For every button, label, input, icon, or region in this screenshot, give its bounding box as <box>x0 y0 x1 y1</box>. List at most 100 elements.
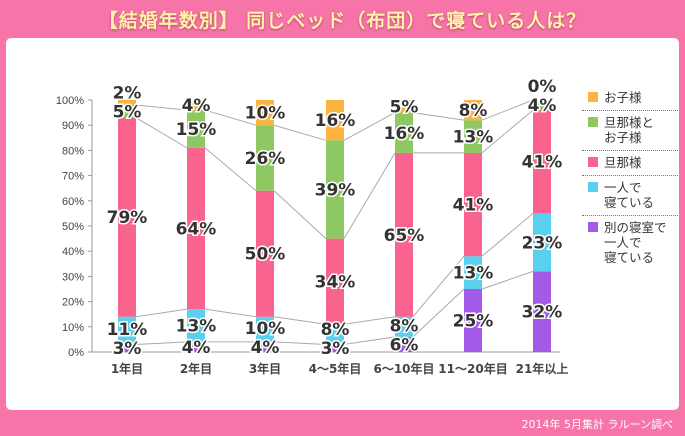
data-label: 4% <box>182 338 211 358</box>
legend-item: 別の寝室で 一人で 寝ている <box>582 216 678 270</box>
source-footer: 2014年 5月集計 ラルーン調べ <box>521 418 673 431</box>
legend-label: 別の寝室で 一人で 寝ている <box>604 220 667 265</box>
legend-swatch <box>588 157 598 167</box>
legend-swatch <box>588 92 598 102</box>
bar-segment <box>187 100 205 111</box>
bar-segment <box>395 152 413 317</box>
bar-segment <box>533 110 551 214</box>
bar-segment <box>118 344 136 352</box>
data-label: 64% <box>176 220 217 240</box>
connector-line <box>481 270 534 290</box>
x-tick-label: 4～5年目 <box>309 361 362 376</box>
data-label: 26% <box>245 149 286 169</box>
y-tick-label: 20% <box>62 297 84 309</box>
connector-line <box>481 213 534 257</box>
y-tick-label: 80% <box>62 145 84 157</box>
bar-segment <box>464 152 482 257</box>
legend-label: 一人で 寝ている <box>604 180 655 210</box>
data-label: 8% <box>459 101 488 121</box>
data-label: 16% <box>315 111 356 131</box>
connector-line <box>412 112 465 121</box>
connector-line <box>343 316 396 325</box>
legend-label: 旦那様と お子様 <box>604 115 655 145</box>
bar-segment <box>533 100 551 111</box>
data-label: 2% <box>113 83 142 103</box>
bar-segment <box>187 309 205 342</box>
y-tick-label: 40% <box>62 246 84 258</box>
data-label: 34% <box>315 272 356 292</box>
bar-segment <box>256 100 274 126</box>
bar-segment <box>256 125 274 191</box>
data-label: 13% <box>453 264 494 284</box>
data-label: 0% <box>528 77 557 97</box>
data-label: 39% <box>315 180 356 200</box>
data-label: 25% <box>453 312 494 332</box>
data-label: 41% <box>453 196 494 216</box>
legend: お子様 旦那様と お子様 旦那様 一人で 寝ている 別の寝室で 一人で 寝ている <box>582 86 678 270</box>
bar-segment <box>533 213 551 272</box>
y-tick-label: 30% <box>62 271 84 283</box>
data-label: 6% <box>390 335 419 355</box>
legend-swatch <box>588 222 598 232</box>
connector-line <box>273 190 327 239</box>
connector-line <box>343 336 396 345</box>
bar-segment <box>533 271 551 352</box>
legend-swatch <box>588 117 598 127</box>
bar-segment <box>395 336 413 352</box>
y-tick-label: 50% <box>62 221 84 233</box>
data-label: 79% <box>107 208 148 228</box>
connector-line <box>273 124 327 141</box>
legend-item: 旦那様と お子様 <box>582 111 678 151</box>
data-label: 15% <box>176 120 217 140</box>
y-tick-label: 0% <box>68 347 84 359</box>
x-tick-label: 3年目 <box>249 361 281 376</box>
data-label: 11% <box>107 320 148 340</box>
data-label: 13% <box>176 317 217 337</box>
data-label: 5% <box>113 102 142 122</box>
connector-line <box>412 255 465 318</box>
connector-line <box>273 341 327 345</box>
connector-line <box>204 147 257 192</box>
bar-segment <box>326 324 344 345</box>
bar-segment <box>187 147 205 310</box>
y-tick-label: 70% <box>62 171 84 183</box>
data-label: 65% <box>384 226 425 246</box>
legend-item: 一人で 寝ている <box>582 176 678 216</box>
x-tick-label: 21年以上 <box>516 361 569 376</box>
bar-segment <box>256 341 274 352</box>
y-tick-label: 90% <box>62 120 84 132</box>
bar-segment <box>395 112 413 153</box>
connector-line <box>204 109 257 126</box>
data-label: 50% <box>245 245 286 265</box>
bar-segment <box>395 316 413 337</box>
chart-title: 【結婚年数別】 同じベッド（布団）で寝ている人は？ <box>98 10 587 32</box>
data-label: 32% <box>522 303 563 323</box>
data-label: 8% <box>321 320 350 340</box>
connector-line <box>135 341 188 345</box>
bar-segment <box>464 256 482 289</box>
data-label: 41% <box>522 153 563 173</box>
bar-segment <box>326 140 344 239</box>
data-label: 23% <box>522 233 563 253</box>
connector-line <box>343 112 396 141</box>
bar-segment <box>464 100 482 121</box>
connector-line <box>481 109 534 154</box>
data-label: 13% <box>453 128 494 148</box>
connector-line <box>135 308 188 318</box>
bar-segment <box>118 316 136 345</box>
connector-line <box>135 104 188 111</box>
data-label: 16% <box>384 124 425 144</box>
x-tick-label: 6～10年目 <box>373 361 434 376</box>
y-tick-label: 60% <box>62 196 84 208</box>
connector-line <box>412 288 465 338</box>
data-label: 4% <box>251 338 280 358</box>
connector-line <box>204 308 257 318</box>
legend-item: 旦那様 <box>582 151 678 176</box>
connector-line <box>135 117 188 149</box>
bar-segment <box>464 120 482 153</box>
data-label: 8% <box>390 316 419 336</box>
y-tick-label: 100% <box>56 95 84 107</box>
bar-segment <box>326 238 344 325</box>
data-label: 3% <box>321 339 350 359</box>
